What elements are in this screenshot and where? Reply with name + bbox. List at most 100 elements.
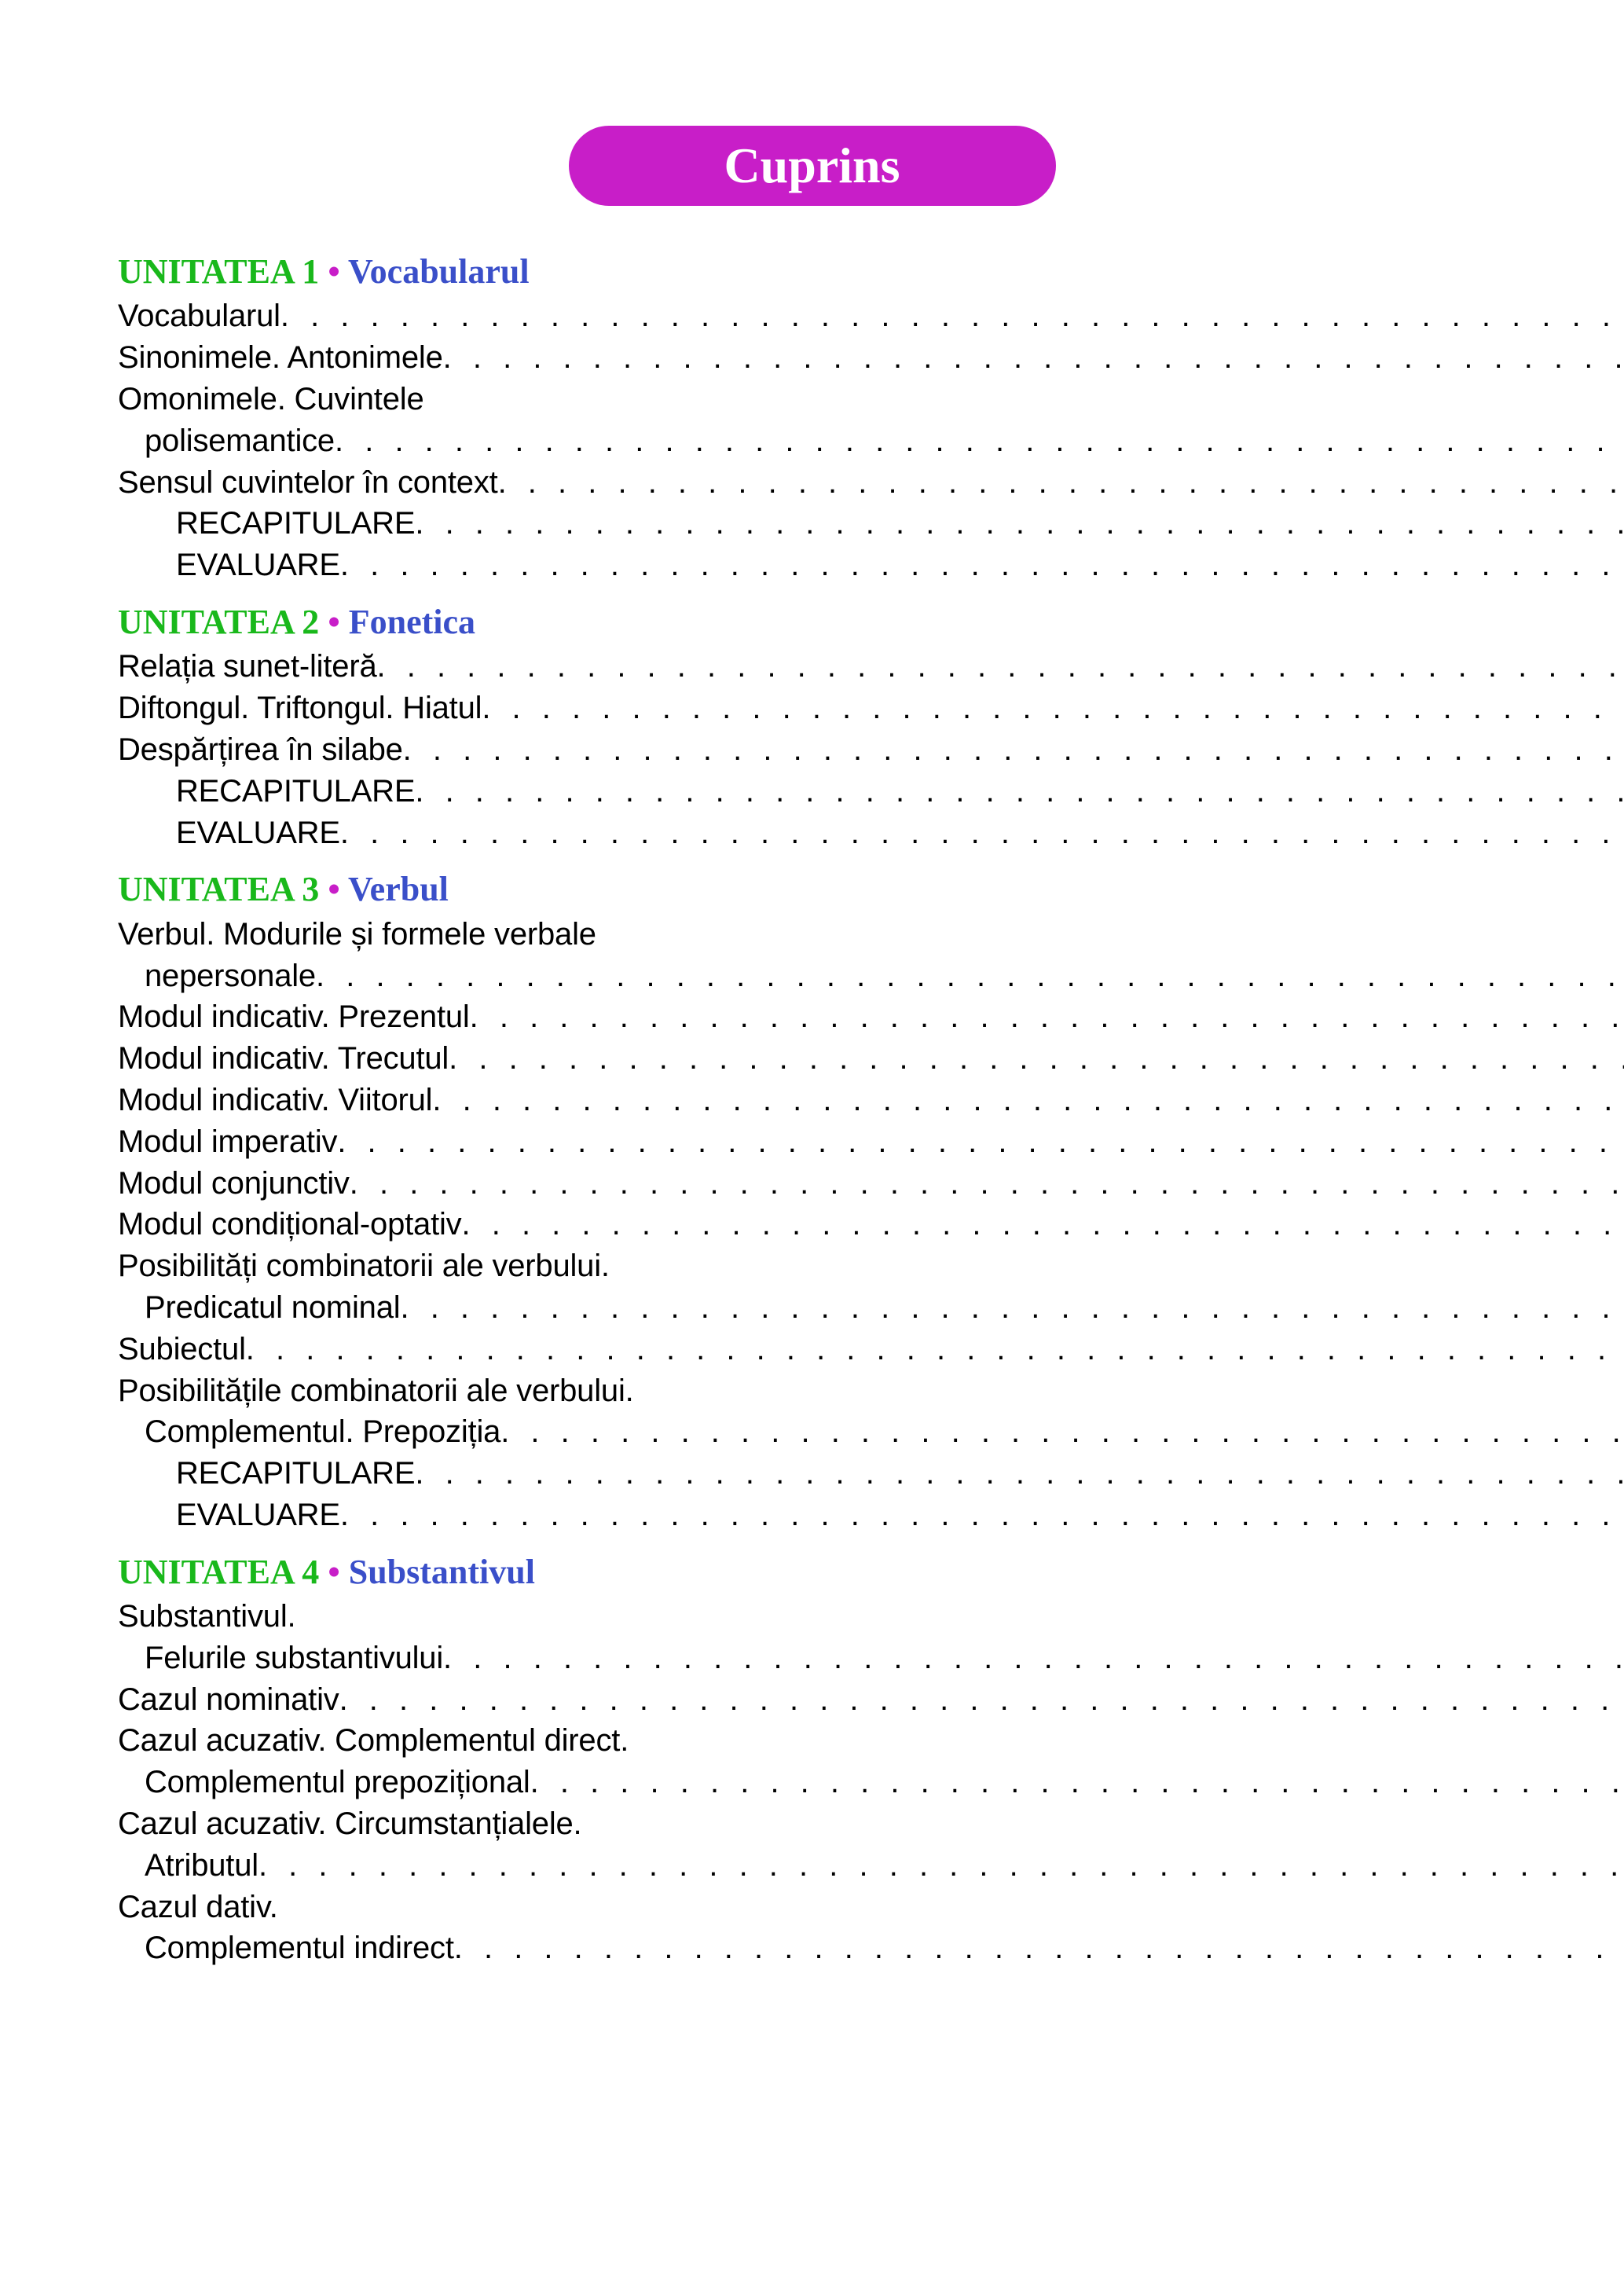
- leader-dots: . . . . . . . . . . . . . . . . . . . . …: [461, 1204, 1624, 1245]
- toc-entry-text: RECAPITULARE: [176, 771, 415, 812]
- toc-entry-text: Vocabularul: [118, 295, 280, 337]
- leader-dots: . . . . . . . . . . . . . . . . . . . . …: [339, 1679, 1624, 1721]
- leader-dots: . . . . . . . . . . . . . . . . . . . . …: [500, 1411, 1624, 1453]
- unit-number: UNITATEA 1: [118, 252, 319, 291]
- toc-entry-continuation: Omonimele. Cuvintele: [118, 379, 1624, 420]
- toc-entry: Atributul . . . . . . . . . . . . . . . …: [118, 1845, 1624, 1887]
- toc-entry-text: Atributul: [145, 1845, 258, 1887]
- toc-entry: Vocabularul . . . . . . . . . . . . . . …: [118, 295, 1624, 337]
- leader-dots: . . . . . . . . . . . . . . . . . . . . …: [246, 1329, 1624, 1370]
- toc-columns: UNITATEA 1 • VocabularulVocabularul . . …: [118, 253, 1506, 1969]
- toc-entry-text: Sensul cuvintelor în context: [118, 462, 498, 504]
- toc-entry: Diftongul. Triftongul. Hiatul . . . . . …: [118, 688, 1624, 729]
- bullet-icon: •: [328, 1553, 339, 1591]
- toc-entry-text: nepersonale: [145, 955, 316, 997]
- page: Cuprins UNITATEA 1 • VocabularulVocabula…: [0, 0, 1624, 1969]
- unit-heading: UNITATEA 3 • Verbul: [118, 871, 1624, 908]
- toc-entry-continuation: Verbul. Modurile și formele verbale: [118, 914, 1624, 955]
- toc-left-column: UNITATEA 1 • VocabularulVocabularul . . …: [118, 253, 1624, 1969]
- leader-dots: . . . . . . . . . . . . . . . . . . . . …: [258, 1845, 1624, 1887]
- unit-heading: UNITATEA 1 • Vocabularul: [118, 253, 1624, 291]
- leader-dots: . . . . . . . . . . . . . . . . . . . . …: [337, 1121, 1624, 1163]
- toc-entry: Sensul cuvintelor în context . . . . . .…: [118, 462, 1624, 504]
- unit-name: Substantivul: [349, 1553, 535, 1591]
- toc-entry-text: Complementul prepozițional: [145, 1762, 530, 1803]
- toc-entry-text: Felurile substantivului: [145, 1638, 443, 1679]
- toc-entry: Modul imperativ . . . . . . . . . . . . …: [118, 1121, 1624, 1163]
- toc-entry-text: Cazul nominativ: [118, 1679, 339, 1721]
- toc-entry-text: Subiectul: [118, 1329, 246, 1370]
- leader-dots: . . . . . . . . . . . . . . . . . . . . …: [415, 503, 1624, 545]
- page-title-pill: Cuprins: [569, 126, 1056, 206]
- unit-number: UNITATEA 2: [118, 603, 319, 641]
- toc-entry-text: Modul condițional-optativ: [118, 1204, 461, 1245]
- toc-entry-text: Modul indicativ. Viitorul: [118, 1080, 432, 1121]
- toc-entry: RECAPITULARE . . . . . . . . . . . . . .…: [118, 771, 1624, 812]
- toc-entry: polisemantice . . . . . . . . . . . . . …: [118, 420, 1624, 462]
- unit-number: UNITATEA 4: [118, 1553, 319, 1591]
- toc-entry: nepersonale . . . . . . . . . . . . . . …: [118, 955, 1624, 997]
- leader-dots: . . . . . . . . . . . . . . . . . . . . …: [340, 1495, 1624, 1536]
- leader-dots: . . . . . . . . . . . . . . . . . . . . …: [482, 688, 1624, 729]
- leader-dots: . . . . . . . . . . . . . . . . . . . . …: [350, 1163, 1624, 1205]
- toc-entry-text: Relația sunet-literă: [118, 646, 377, 688]
- toc-entry: Complementul prepozițional . . . . . . .…: [118, 1762, 1624, 1803]
- toc-entry: Complementul indirect . . . . . . . . . …: [118, 1927, 1624, 1969]
- unit-number: UNITATEA 3: [118, 870, 319, 908]
- toc-entry: Felurile substantivului . . . . . . . . …: [118, 1638, 1624, 1679]
- toc-entry-continuation: Posibilitățile combinatorii ale verbului…: [118, 1370, 1624, 1412]
- toc-entry: Modul indicativ. Viitorul . . . . . . . …: [118, 1080, 1624, 1121]
- leader-dots: . . . . . . . . . . . . . . . . . . . . …: [400, 1287, 1624, 1329]
- leader-dots: . . . . . . . . . . . . . . . . . . . . …: [443, 337, 1624, 379]
- toc-entry-text: Sinonimele. Antonimele: [118, 337, 443, 379]
- toc-entry-continuation: Cazul acuzativ. Complementul direct.: [118, 1720, 1624, 1762]
- unit-heading: UNITATEA 2 • Fonetica: [118, 603, 1624, 641]
- toc-entry: RECAPITULARE . . . . . . . . . . . . . .…: [118, 503, 1624, 545]
- toc-entry: Complementul. Prepoziția . . . . . . . .…: [118, 1411, 1624, 1453]
- toc-entry-continuation: Cazul dativ.: [118, 1887, 1624, 1928]
- leader-dots: . . . . . . . . . . . . . . . . . . . . …: [449, 1038, 1624, 1080]
- toc-entry-text: RECAPITULARE: [176, 503, 415, 545]
- toc-entry: Sinonimele. Antonimele . . . . . . . . .…: [118, 337, 1624, 379]
- toc-entry-text: RECAPITULARE: [176, 1453, 415, 1495]
- toc-entry: EVALUARE . . . . . . . . . . . . . . . .…: [118, 1495, 1624, 1536]
- leader-dots: . . . . . . . . . . . . . . . . . . . . …: [403, 729, 1624, 771]
- toc-entry-continuation: Substantivul.: [118, 1596, 1624, 1638]
- leader-dots: . . . . . . . . . . . . . . . . . . . . …: [454, 1927, 1624, 1969]
- leader-dots: . . . . . . . . . . . . . . . . . . . . …: [340, 545, 1624, 586]
- toc-entry-text: Modul imperativ: [118, 1121, 337, 1163]
- toc-entry-text: Modul conjunctiv: [118, 1163, 350, 1205]
- toc-entry-text: EVALUARE: [176, 812, 340, 854]
- toc-entry-text: Modul indicativ. Prezentul: [118, 996, 470, 1038]
- toc-entry: Predicatul nominal . . . . . . . . . . .…: [118, 1287, 1624, 1329]
- leader-dots: . . . . . . . . . . . . . . . . . . . . …: [470, 996, 1624, 1038]
- toc-entry-text: Complementul indirect: [145, 1927, 454, 1969]
- leader-dots: . . . . . . . . . . . . . . . . . . . . …: [432, 1080, 1624, 1121]
- toc-entry: Despărțirea în silabe . . . . . . . . . …: [118, 729, 1624, 771]
- toc-entry-text: Predicatul nominal: [145, 1287, 400, 1329]
- bullet-icon: •: [328, 603, 339, 641]
- leader-dots: . . . . . . . . . . . . . . . . . . . . …: [377, 646, 1624, 688]
- leader-dots: . . . . . . . . . . . . . . . . . . . . …: [316, 955, 1624, 997]
- toc-entry-text: Diftongul. Triftongul. Hiatul: [118, 688, 482, 729]
- toc-entry-continuation: Posibilități combinatorii ale verbului.: [118, 1245, 1624, 1287]
- toc-entry: RECAPITULARE . . . . . . . . . . . . . .…: [118, 1453, 1624, 1495]
- toc-entry-text: EVALUARE: [176, 545, 340, 586]
- toc-entry: EVALUARE . . . . . . . . . . . . . . . .…: [118, 812, 1624, 854]
- leader-dots: . . . . . . . . . . . . . . . . . . . . …: [335, 420, 1624, 462]
- leader-dots: . . . . . . . . . . . . . . . . . . . . …: [443, 1638, 1624, 1679]
- toc-entry: Relația sunet-literă . . . . . . . . . .…: [118, 646, 1624, 688]
- toc-entry-text: polisemantice: [145, 420, 335, 462]
- toc-entry: Modul conjunctiv . . . . . . . . . . . .…: [118, 1163, 1624, 1205]
- unit-heading: UNITATEA 4 • Substantivul: [118, 1553, 1624, 1591]
- toc-entry: Modul indicativ. Prezentul . . . . . . .…: [118, 996, 1624, 1038]
- unit-name: Fonetica: [349, 603, 475, 641]
- toc-entry: Modul condițional-optativ . . . . . . . …: [118, 1204, 1624, 1245]
- toc-entry-text: Complementul. Prepoziția: [145, 1411, 500, 1453]
- toc-entry-text: EVALUARE: [176, 1495, 340, 1536]
- toc-entry: Cazul nominativ . . . . . . . . . . . . …: [118, 1679, 1624, 1721]
- toc-entry: EVALUARE . . . . . . . . . . . . . . . .…: [118, 545, 1624, 586]
- leader-dots: . . . . . . . . . . . . . . . . . . . . …: [530, 1762, 1624, 1803]
- toc-entry-continuation: Cazul acuzativ. Circumstanțialele.: [118, 1803, 1624, 1845]
- toc-entry: Modul indicativ. Trecutul . . . . . . . …: [118, 1038, 1624, 1080]
